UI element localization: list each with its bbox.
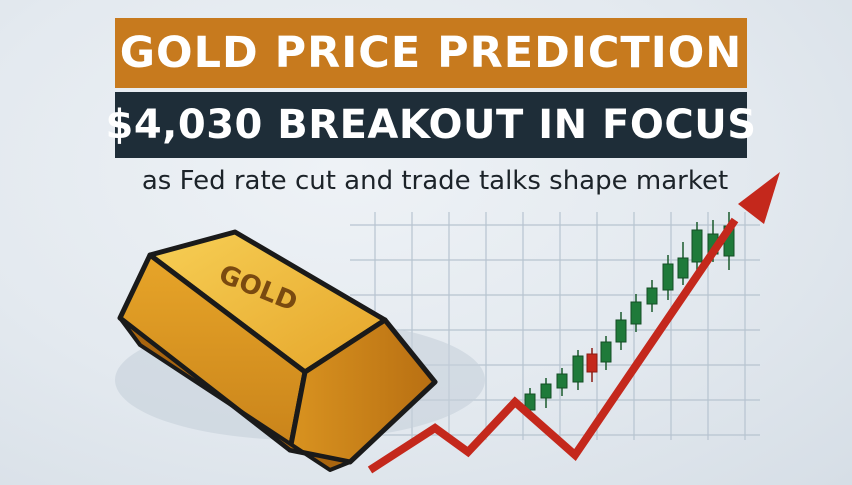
headline-banner-primary: GOLD PRICE PREDICTION [115,18,747,88]
headline-subtitle: as Fed rate cut and trade talks shape ma… [141,166,729,196]
candlestick-chart-icon [524,212,735,418]
headline-banner-secondary: $4,030 BREAKOUT IN FOCUS [106,92,756,158]
headline-line2: $4,030 BREAKOUT IN FOCUS [105,102,757,148]
headline-line1: GOLD PRICE PREDICTION [119,28,743,78]
trend-arrow-icon [367,172,780,474]
gold-bar-icon: GOLD [115,229,485,472]
